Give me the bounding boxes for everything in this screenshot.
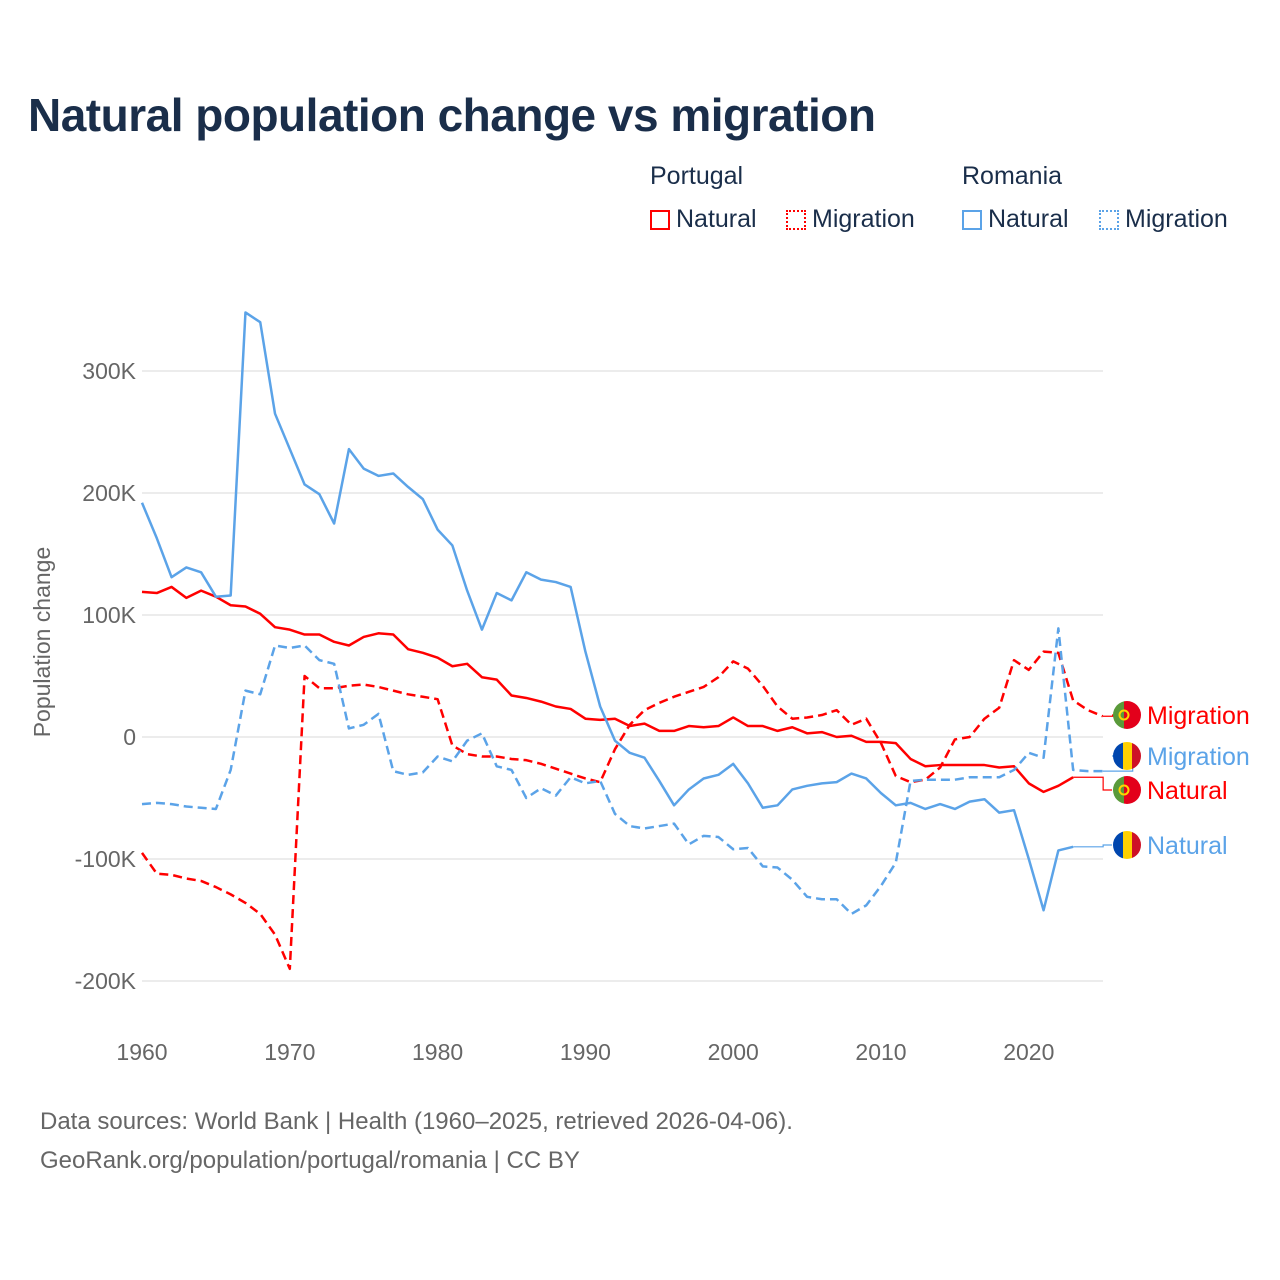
dotted-swatch-icon — [1099, 209, 1119, 230]
y-tick-label: 200K — [82, 480, 136, 506]
dotted-swatch-icon — [786, 209, 806, 230]
y-tick-label: -100K — [75, 846, 137, 872]
flag-red — [1132, 831, 1141, 859]
legend-romania-migration[interactable]: Migration — [1099, 205, 1228, 234]
legend-romania-natural[interactable]: Natural — [962, 205, 1069, 234]
legend-label: Migration — [812, 205, 915, 233]
x-tick-label: 1970 — [264, 1039, 315, 1065]
legend-portugal-natural[interactable]: Natural — [650, 205, 757, 234]
y-tick-label: 100K — [82, 602, 136, 628]
flag-yellow — [1123, 831, 1132, 859]
solid-swatch-icon — [650, 209, 670, 230]
legend-label: Natural — [676, 205, 757, 233]
series-portugal-natural — [141, 585, 1074, 794]
flag-yellow — [1123, 742, 1132, 770]
x-tick-label: 1990 — [560, 1039, 611, 1065]
y-tick-label: 300K — [82, 358, 136, 384]
romania-flag-icon — [1113, 742, 1141, 770]
x-tick-label: 1960 — [116, 1039, 167, 1065]
series-portugal-migration — [140, 650, 1104, 971]
footer-link[interactable]: GeoRank.org/population/portugal/romania … — [40, 1147, 580, 1174]
flag-emblem — [1118, 709, 1130, 721]
y-axis-label: Population change — [29, 547, 55, 738]
footer-source: Data sources: World Bank | Health (1960–… — [40, 1108, 793, 1135]
flag-emblem — [1118, 784, 1130, 796]
x-tick-label: 2020 — [1003, 1039, 1054, 1065]
label-connector — [1073, 844, 1112, 848]
romania-flag-icon — [1113, 831, 1141, 859]
end-label: Natural — [1147, 777, 1228, 805]
line-chart: -200K -100K 0 100K 200K 300K 1960 1970 1980 1990… — [29, 311, 1250, 1065]
series-romania-natural — [140, 311, 1074, 912]
legend-group-portugal: Portugal — [650, 162, 744, 190]
flag-red — [1132, 742, 1141, 770]
flag-red — [1124, 776, 1141, 804]
chart-title: Natural population change vs migration — [28, 89, 876, 141]
y-tick-label: 0 — [123, 724, 136, 750]
legend-group-romania: Romania — [962, 162, 1063, 190]
legend-portugal-migration[interactable]: Migration — [786, 205, 915, 234]
series-romania-migration — [141, 627, 1103, 916]
flag-blue — [1113, 742, 1123, 770]
end-label: Natural — [1147, 832, 1228, 860]
x-tick-label: 1980 — [412, 1039, 463, 1065]
flag-blue — [1113, 831, 1123, 859]
y-tick-label: -200K — [75, 968, 137, 994]
portugal-flag-icon — [1113, 776, 1141, 804]
flag-red — [1124, 701, 1141, 729]
legend-label: Natural — [988, 205, 1069, 233]
end-label: Migration — [1147, 702, 1250, 730]
solid-swatch-icon — [962, 209, 982, 230]
x-tick-label: 2010 — [855, 1039, 906, 1065]
label-connector — [1073, 776, 1112, 791]
x-tick-label: 2000 — [708, 1039, 759, 1065]
portugal-flag-icon — [1113, 701, 1141, 729]
end-label: Migration — [1147, 743, 1250, 771]
legend-label: Migration — [1125, 205, 1228, 233]
